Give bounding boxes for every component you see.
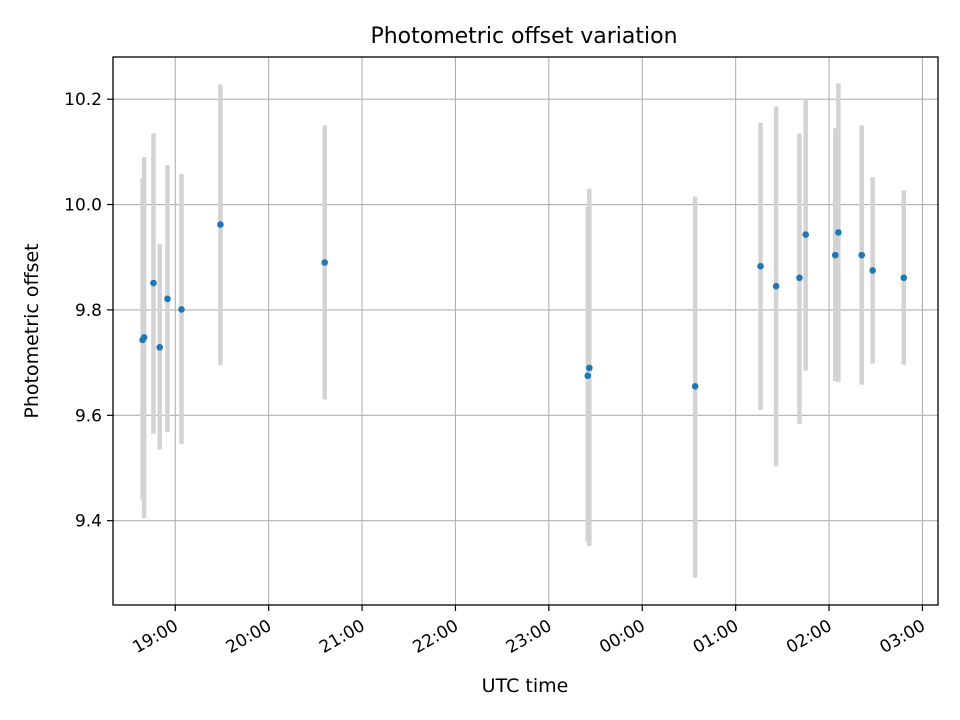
data-point: [900, 274, 908, 282]
data-point: [796, 274, 803, 282]
data-points: [139, 221, 908, 390]
plot-frame: [112, 56, 939, 606]
data-point: [835, 229, 842, 236]
data-point: [217, 221, 224, 228]
y-tick-label: 10.0: [64, 196, 102, 216]
data-point: [802, 231, 809, 238]
y-tick-label: 9.4: [75, 512, 102, 532]
x-axis-label: UTC time: [482, 675, 569, 697]
data-point: [150, 279, 157, 287]
data-point: [164, 295, 171, 303]
data-point: [757, 262, 764, 270]
data-point: [321, 259, 328, 266]
y-tick-label: 9.8: [75, 301, 102, 321]
y-axis-label: Photometric offset: [21, 243, 43, 418]
data-point: [140, 334, 148, 341]
chart-title: Photometric offset variation: [370, 24, 677, 49]
data-point: [772, 282, 780, 290]
data-point: [156, 344, 163, 351]
data-point: [869, 267, 876, 274]
y-tick-label: 9.6: [75, 406, 102, 426]
data-point: [584, 372, 592, 380]
data-point: [831, 251, 839, 259]
data-point: [858, 251, 866, 259]
data-point: [178, 306, 185, 313]
data-point: [691, 383, 699, 390]
y-tick-label: 10.2: [64, 90, 102, 110]
y-axis-ticks: 9.4 9.6 9.8 10.0 10.2: [64, 90, 113, 532]
data-point: [586, 364, 593, 372]
